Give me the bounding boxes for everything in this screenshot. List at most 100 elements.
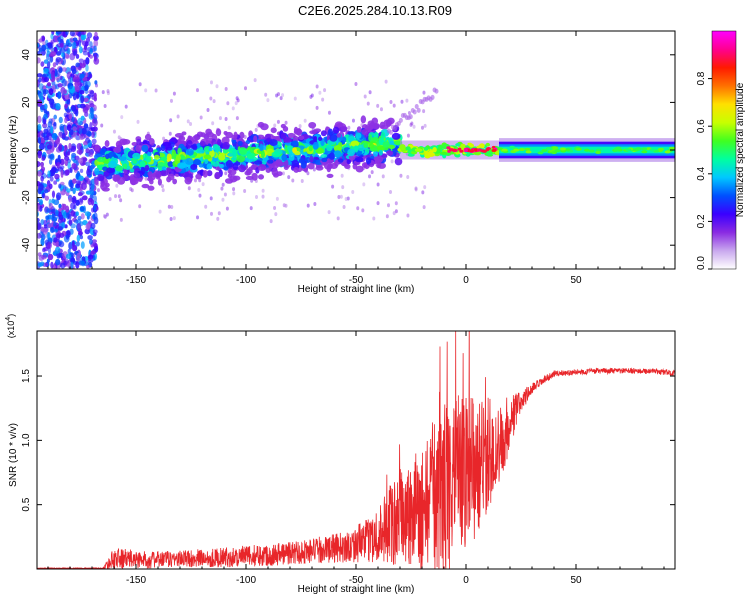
spectrogram-blob [390, 159, 394, 164]
spectrogram-blob [260, 150, 265, 158]
spectrogram-blob [422, 109, 426, 114]
spectrogram-blob [221, 182, 225, 187]
spectrogram-blob [208, 146, 213, 152]
spectrogram-blob [336, 216, 340, 221]
spectrogram-blob [55, 209, 59, 216]
spectrogram-blob [344, 197, 348, 202]
spectrogram-blob [93, 45, 97, 52]
spectrogram-blob [59, 181, 65, 186]
spectrogram-blob [138, 204, 142, 209]
spectrogram-blob [296, 127, 302, 136]
spectrogram-blob [67, 82, 74, 90]
x-tick-label: -50 [349, 575, 364, 586]
spectrogram-blob [42, 73, 48, 78]
spectrogram-blob [224, 171, 228, 176]
spectrogram-peak [457, 147, 462, 151]
spectrogram-blob [355, 156, 364, 163]
spectrogram-blob [51, 166, 57, 173]
spectrogram-blob [351, 189, 355, 194]
colorbar: 0.0 0.2 0.4 0.6 0.8 Normalized spectral ampl… [696, 30, 746, 270]
spectrogram-blob [95, 83, 99, 88]
spectrogram-blob [308, 145, 313, 152]
spectrogram-blob [37, 170, 42, 177]
spectrogram-blob [595, 150, 602, 154]
spectrogram-blob [209, 80, 213, 85]
spectrogram-blob [74, 86, 80, 93]
spectrogram-blob [66, 99, 70, 105]
spectrogram-blob [366, 125, 374, 130]
spectrogram-blob [537, 151, 544, 155]
spectrogram-blob [223, 192, 227, 197]
spectrogram-blob [412, 109, 417, 115]
spectrogram-blob [70, 261, 74, 269]
spectrogram-blob [107, 151, 117, 159]
spectrogram-blob [315, 84, 319, 89]
spectrogram-blob [51, 190, 56, 198]
spectrogram-blob [43, 67, 49, 74]
spectrogram-blob [575, 147, 582, 151]
spectrogram-blob [260, 123, 269, 131]
spectrogram-blob [87, 254, 94, 260]
colorbar-tick-label: 0.2 [696, 214, 707, 228]
spectrogram-blob [47, 170, 51, 178]
spectrogram-peak [491, 148, 497, 152]
spectrogram-blob [166, 176, 172, 183]
spectrogram-blob [51, 145, 55, 151]
snr-y-ticks: 0.5 1.0 1.5 [21, 369, 675, 512]
spectrogram-blob [323, 88, 327, 93]
spectrogram-blob [105, 153, 110, 160]
spectrogram-blob [239, 131, 245, 139]
spectrogram-blob [57, 226, 63, 231]
spectrogram-blob [361, 162, 368, 168]
spectrogram-blob [169, 118, 173, 123]
spectrogram-blob [79, 168, 84, 173]
spectrogram-blob [93, 39, 99, 47]
spectrogram-blob [211, 121, 215, 126]
spectrogram-blob [204, 204, 208, 209]
spectrogram-blob [192, 159, 202, 166]
spectrogram-blob [384, 79, 388, 84]
spectrogram-blob [144, 164, 150, 172]
spectrogram-blob [167, 161, 174, 168]
spectrogram-peak [481, 149, 488, 153]
spectrogram-blob [255, 194, 259, 199]
spectrogram-blob [58, 132, 63, 138]
y-tick-label: -20 [21, 190, 32, 205]
spectrogram-blob [153, 154, 160, 160]
spectrogram-blob [398, 117, 403, 123]
spectrogram-blob [71, 68, 77, 75]
spectrogram-blob [373, 132, 379, 139]
spectrogram-blob [57, 36, 62, 42]
spectrogram-blob [158, 209, 162, 214]
spectrogram-blob [91, 239, 97, 244]
spectrogram-blob [89, 238, 93, 245]
spectrogram-blob [157, 178, 163, 186]
spectrogram-blob [455, 143, 461, 147]
spectrogram-blob [267, 159, 274, 164]
spectrogram-blob [37, 153, 42, 159]
spectrogram-blob [361, 128, 369, 136]
spectrogram-blob [331, 184, 335, 189]
spectrogram-blob [83, 97, 89, 103]
spectrogram-peak [446, 146, 451, 150]
spectrogram-blob [430, 94, 435, 100]
spectrogram-blob [218, 152, 226, 161]
spectrogram-blob [48, 202, 53, 210]
spectrogram-blob [368, 174, 372, 179]
spectrogram-blob [47, 223, 54, 229]
spectrogram-blob [376, 103, 380, 108]
spectrogram-blob [64, 160, 69, 167]
spectrogram-blob [58, 67, 63, 74]
colorbar-gradient [711, 30, 737, 270]
spectrogram-blob [275, 93, 279, 98]
spectrogram-blob [65, 108, 72, 113]
spectrogram-blob [144, 133, 152, 141]
spectrogram-blob [318, 90, 322, 95]
spectrogram-blob [406, 133, 410, 138]
spectrogram-blob [237, 140, 243, 147]
spectrogram-blob [162, 141, 172, 147]
spectrogram-blob [361, 208, 365, 213]
spectrogram-blob [80, 260, 85, 265]
spectrogram-blob [50, 51, 57, 57]
